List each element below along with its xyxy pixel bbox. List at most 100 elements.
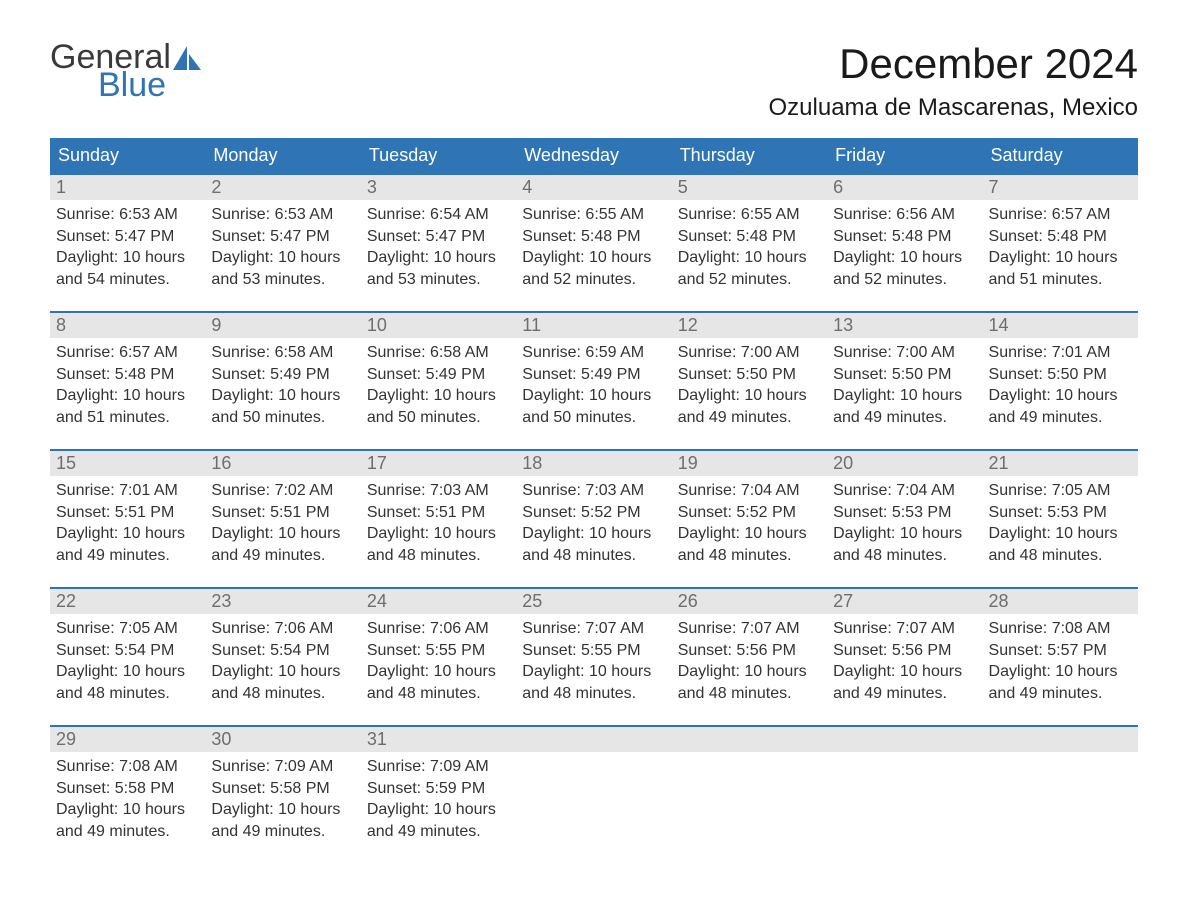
daylight-label: Daylight: xyxy=(211,663,273,680)
sunrise-value: 6:57 AM xyxy=(119,344,178,361)
sunrise-line: Sunrise: 7:01 AM xyxy=(989,342,1132,364)
day-number-empty xyxy=(672,727,827,752)
sunrise-value: 6:57 AM xyxy=(1052,206,1111,223)
sunset-line: Sunset: 5:48 PM xyxy=(522,226,665,248)
sunrise-value: 7:07 AM xyxy=(896,620,955,637)
day-body: Sunrise: 6:55 AMSunset: 5:48 PMDaylight:… xyxy=(672,200,827,298)
sunrise-label: Sunrise: xyxy=(367,758,426,775)
daylight-label: Daylight: xyxy=(522,525,584,542)
sunrise-value: 7:00 AM xyxy=(896,344,955,361)
sunrise-label: Sunrise: xyxy=(522,206,581,223)
sunset-line: Sunset: 5:50 PM xyxy=(678,364,821,386)
sunset-label: Sunset: xyxy=(833,228,887,245)
sunset-label: Sunset: xyxy=(211,504,265,521)
daylight-label: Daylight: xyxy=(56,525,118,542)
sunset-label: Sunset: xyxy=(833,642,887,659)
day-cell: 26Sunrise: 7:07 AMSunset: 5:56 PMDayligh… xyxy=(672,588,827,726)
day-cell: 2Sunrise: 6:53 AMSunset: 5:47 PMDaylight… xyxy=(205,174,360,312)
sunset-line: Sunset: 5:52 PM xyxy=(678,502,821,524)
day-number: 20 xyxy=(827,451,982,476)
sunset-value: 5:58 PM xyxy=(115,780,175,797)
sunrise-value: 7:08 AM xyxy=(1052,620,1111,637)
day-body: Sunrise: 7:05 AMSunset: 5:53 PMDaylight:… xyxy=(983,476,1138,574)
sunrise-label: Sunrise: xyxy=(678,344,737,361)
daylight-label: Daylight: xyxy=(833,249,895,266)
daylight-label: Daylight: xyxy=(56,663,118,680)
sunset-value: 5:56 PM xyxy=(736,642,796,659)
sunrise-value: 6:54 AM xyxy=(430,206,489,223)
daylight-line: Daylight: 10 hours and 49 minutes. xyxy=(989,385,1132,428)
sunrise-label: Sunrise: xyxy=(367,206,426,223)
sunset-label: Sunset: xyxy=(56,504,110,521)
sunset-line: Sunset: 5:48 PM xyxy=(989,226,1132,248)
day-number: 12 xyxy=(672,313,827,338)
day-number: 23 xyxy=(205,589,360,614)
daylight-label: Daylight: xyxy=(522,387,584,404)
sunset-label: Sunset: xyxy=(989,366,1043,383)
day-body: Sunrise: 7:09 AMSunset: 5:59 PMDaylight:… xyxy=(361,752,516,850)
page-header: General Blue December 2024 Ozuluama de M… xyxy=(50,40,1138,132)
day-number: 5 xyxy=(672,175,827,200)
sunset-value: 5:55 PM xyxy=(426,642,486,659)
day-cell: 13Sunrise: 7:00 AMSunset: 5:50 PMDayligh… xyxy=(827,312,982,450)
day-cell: 4Sunrise: 6:55 AMSunset: 5:48 PMDaylight… xyxy=(516,174,671,312)
day-cell: 10Sunrise: 6:58 AMSunset: 5:49 PMDayligh… xyxy=(361,312,516,450)
sunrise-label: Sunrise: xyxy=(989,344,1048,361)
day-cell xyxy=(827,726,982,864)
sunset-label: Sunset: xyxy=(678,228,732,245)
sunset-line: Sunset: 5:55 PM xyxy=(522,640,665,662)
sunset-value: 5:53 PM xyxy=(892,504,952,521)
day-header-row: SundayMondayTuesdayWednesdayThursdayFrid… xyxy=(50,138,1138,174)
week-row: 29Sunrise: 7:08 AMSunset: 5:58 PMDayligh… xyxy=(50,726,1138,864)
daylight-line: Daylight: 10 hours and 49 minutes. xyxy=(989,661,1132,704)
day-cell: 7Sunrise: 6:57 AMSunset: 5:48 PMDaylight… xyxy=(983,174,1138,312)
daylight-label: Daylight: xyxy=(211,249,273,266)
day-cell: 25Sunrise: 7:07 AMSunset: 5:55 PMDayligh… xyxy=(516,588,671,726)
sunset-line: Sunset: 5:56 PM xyxy=(833,640,976,662)
sunset-value: 5:57 PM xyxy=(1047,642,1107,659)
sunset-value: 5:52 PM xyxy=(581,504,641,521)
sunset-value: 5:52 PM xyxy=(736,504,796,521)
daylight-label: Daylight: xyxy=(56,249,118,266)
sunrise-line: Sunrise: 7:06 AM xyxy=(367,618,510,640)
day-body: Sunrise: 7:05 AMSunset: 5:54 PMDaylight:… xyxy=(50,614,205,712)
sunrise-label: Sunrise: xyxy=(522,344,581,361)
daylight-line: Daylight: 10 hours and 49 minutes. xyxy=(833,385,976,428)
daylight-line: Daylight: 10 hours and 49 minutes. xyxy=(367,799,510,842)
sunset-line: Sunset: 5:50 PM xyxy=(833,364,976,386)
day-number: 31 xyxy=(361,727,516,752)
day-number: 28 xyxy=(983,589,1138,614)
sunrise-label: Sunrise: xyxy=(367,620,426,637)
day-body: Sunrise: 7:00 AMSunset: 5:50 PMDaylight:… xyxy=(827,338,982,436)
daylight-line: Daylight: 10 hours and 48 minutes. xyxy=(56,661,199,704)
sunrise-line: Sunrise: 6:58 AM xyxy=(367,342,510,364)
day-header: Tuesday xyxy=(361,138,516,174)
day-cell: 27Sunrise: 7:07 AMSunset: 5:56 PMDayligh… xyxy=(827,588,982,726)
sunrise-line: Sunrise: 6:57 AM xyxy=(56,342,199,364)
month-title: December 2024 xyxy=(769,40,1139,88)
sunrise-line: Sunrise: 7:04 AM xyxy=(833,480,976,502)
daylight-label: Daylight: xyxy=(522,663,584,680)
daylight-line: Daylight: 10 hours and 52 minutes. xyxy=(522,247,665,290)
title-block: December 2024 Ozuluama de Mascarenas, Me… xyxy=(769,40,1139,132)
daylight-line: Daylight: 10 hours and 49 minutes. xyxy=(211,799,354,842)
daylight-line: Daylight: 10 hours and 50 minutes. xyxy=(522,385,665,428)
sunset-line: Sunset: 5:59 PM xyxy=(367,778,510,800)
day-number-empty xyxy=(983,727,1138,752)
daylight-label: Daylight: xyxy=(989,249,1051,266)
day-number: 19 xyxy=(672,451,827,476)
sunset-label: Sunset: xyxy=(989,504,1043,521)
day-cell: 17Sunrise: 7:03 AMSunset: 5:51 PMDayligh… xyxy=(361,450,516,588)
daylight-label: Daylight: xyxy=(989,663,1051,680)
daylight-label: Daylight: xyxy=(678,525,740,542)
day-body: Sunrise: 7:09 AMSunset: 5:58 PMDaylight:… xyxy=(205,752,360,850)
sunrise-label: Sunrise: xyxy=(522,620,581,637)
sunrise-value: 7:06 AM xyxy=(430,620,489,637)
sunset-label: Sunset: xyxy=(833,504,887,521)
day-number: 26 xyxy=(672,589,827,614)
sunset-label: Sunset: xyxy=(211,228,265,245)
sunset-line: Sunset: 5:47 PM xyxy=(211,226,354,248)
day-body: Sunrise: 7:08 AMSunset: 5:57 PMDaylight:… xyxy=(983,614,1138,712)
sunset-value: 5:47 PM xyxy=(115,228,175,245)
sunrise-value: 7:07 AM xyxy=(585,620,644,637)
